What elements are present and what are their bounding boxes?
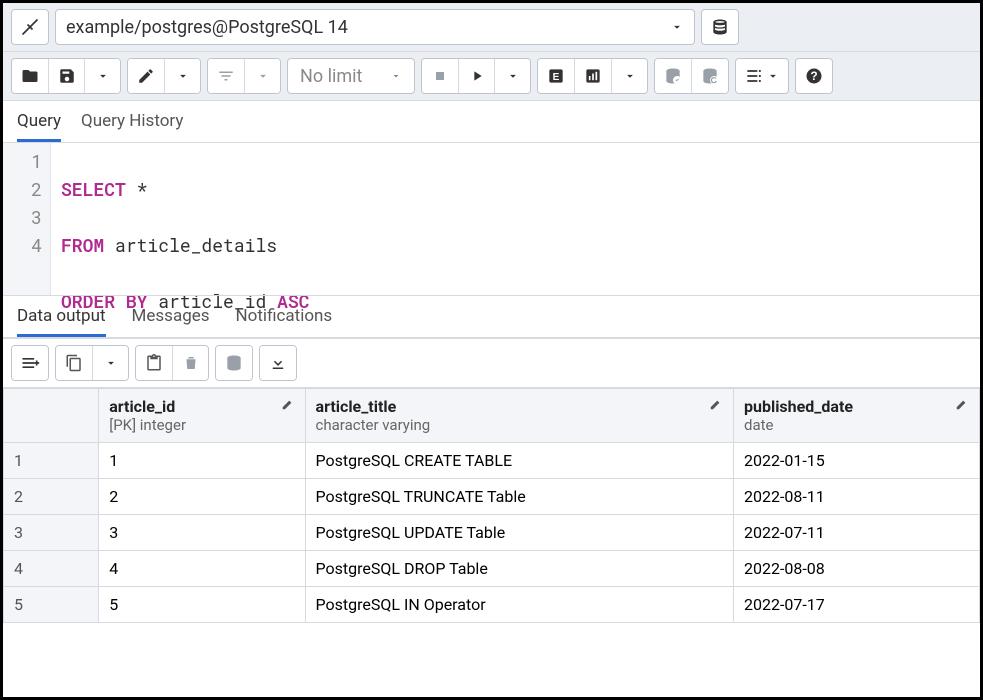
explain-analyze-button[interactable] <box>574 59 611 93</box>
help-button[interactable]: ? <box>796 59 832 93</box>
chevron-down-icon <box>670 20 684 34</box>
table-row[interactable]: 11PostgreSQL CREATE TABLE2022-01-15 <box>4 443 980 479</box>
save-data-button[interactable] <box>216 346 252 380</box>
cell[interactable]: 2022-07-11 <box>734 515 980 551</box>
tab-notifications[interactable]: Notifications <box>236 306 333 337</box>
output-toolbar <box>3 338 980 388</box>
filter-button[interactable] <box>208 59 244 93</box>
limit-label: No limit <box>300 66 362 87</box>
tab-messages[interactable]: Messages <box>132 306 210 337</box>
save-dropdown-button[interactable] <box>84 59 120 93</box>
query-toolbar: No limit E ? <box>3 52 980 101</box>
row-number: 4 <box>4 551 99 587</box>
cell[interactable]: 1 <box>99 443 305 479</box>
connection-status-icon[interactable] <box>12 10 48 44</box>
cell[interactable]: 5 <box>99 587 305 623</box>
run-button[interactable] <box>458 59 494 93</box>
commit-button[interactable] <box>655 59 691 93</box>
cell[interactable]: 2022-08-08 <box>734 551 980 587</box>
caret-down-icon <box>390 70 402 82</box>
line-gutter: 1 2 3 4 <box>3 143 51 295</box>
download-button[interactable] <box>260 346 296 380</box>
explain-dropdown-button[interactable] <box>611 59 647 93</box>
output-tabs: Data output Messages Notifications <box>3 295 980 337</box>
table-row[interactable]: 22PostgreSQL TRUNCATE Table2022-08-11 <box>4 479 980 515</box>
cell[interactable]: 2 <box>99 479 305 515</box>
row-number: 2 <box>4 479 99 515</box>
cell[interactable]: 4 <box>99 551 305 587</box>
edit-column-icon[interactable] <box>955 397 969 411</box>
explain-button[interactable]: E <box>538 59 574 93</box>
tab-query-history[interactable]: Query History <box>81 111 183 142</box>
sql-editor[interactable]: 1 2 3 4 SELECT * FROM article_details OR… <box>3 143 980 295</box>
col-header-article-id[interactable]: article_id [PK] integer <box>99 389 305 443</box>
cell[interactable]: 2022-07-17 <box>734 587 980 623</box>
connection-label: example/postgres@PostgreSQL 14 <box>66 17 348 38</box>
editor-tabs: Query Query History <box>3 101 980 142</box>
cell[interactable]: PostgreSQL UPDATE Table <box>305 515 733 551</box>
cell[interactable]: 3 <box>99 515 305 551</box>
row-number: 5 <box>4 587 99 623</box>
cell[interactable]: PostgreSQL IN Operator <box>305 587 733 623</box>
cell[interactable]: PostgreSQL DROP Table <box>305 551 733 587</box>
edit-button[interactable] <box>128 59 164 93</box>
copy-button[interactable] <box>56 346 92 380</box>
open-file-button[interactable] <box>12 59 48 93</box>
code-content: SELECT * FROM article_details ORDER BY a… <box>51 143 319 295</box>
row-number: 3 <box>4 515 99 551</box>
table-row[interactable]: 55PostgreSQL IN Operator2022-07-17 <box>4 587 980 623</box>
rollback-button[interactable] <box>691 59 728 93</box>
cell[interactable]: 2022-01-15 <box>734 443 980 479</box>
cell[interactable]: PostgreSQL TRUNCATE Table <box>305 479 733 515</box>
table-row[interactable]: 44PostgreSQL DROP Table2022-08-08 <box>4 551 980 587</box>
add-row-button[interactable] <box>12 346 48 380</box>
paste-button[interactable] <box>136 346 172 380</box>
run-dropdown-button[interactable] <box>494 59 530 93</box>
save-file-button[interactable] <box>48 59 84 93</box>
row-number: 1 <box>4 443 99 479</box>
cell[interactable]: 2022-08-11 <box>734 479 980 515</box>
edit-dropdown-button[interactable] <box>164 59 200 93</box>
col-header-article-title[interactable]: article_title character varying <box>305 389 733 443</box>
rownum-header <box>4 389 99 443</box>
connection-bar: example/postgres@PostgreSQL 14 <box>3 3 980 52</box>
table-row[interactable]: 33PostgreSQL UPDATE Table2022-07-11 <box>4 515 980 551</box>
tab-query[interactable]: Query <box>17 111 61 142</box>
database-icon-button[interactable] <box>702 10 738 44</box>
svg-text:?: ? <box>811 70 818 83</box>
stop-button[interactable] <box>422 59 458 93</box>
macros-button[interactable] <box>736 59 788 93</box>
copy-dropdown-button[interactable] <box>92 346 128 380</box>
cell[interactable]: PostgreSQL CREATE TABLE <box>305 443 733 479</box>
delete-row-button[interactable] <box>172 346 208 380</box>
col-header-published-date[interactable]: published_date date <box>734 389 980 443</box>
edit-column-icon[interactable] <box>709 397 723 411</box>
results-table: article_id [PK] integer article_title ch… <box>3 388 980 623</box>
svg-text:E: E <box>553 72 560 83</box>
connection-dropdown[interactable]: example/postgres@PostgreSQL 14 <box>55 9 695 45</box>
tab-data-output[interactable]: Data output <box>17 306 106 337</box>
edit-column-icon[interactable] <box>281 397 295 411</box>
limit-select[interactable]: No limit <box>288 59 414 93</box>
filter-dropdown-button[interactable] <box>244 59 280 93</box>
